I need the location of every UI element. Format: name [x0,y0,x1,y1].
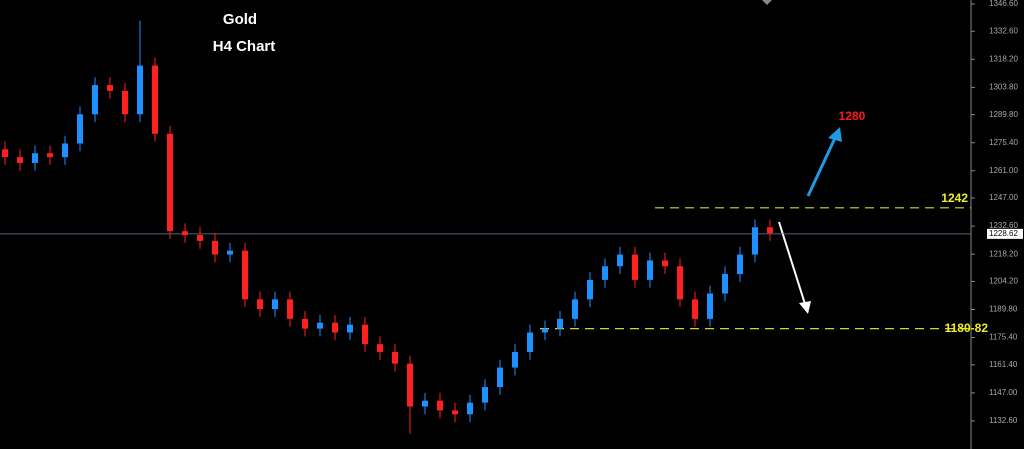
candle-body [77,114,83,144]
candle-body [527,332,533,352]
candle-body [242,250,248,300]
candle-body [452,410,458,415]
y-tick-label: 1218.20 [989,249,1018,258]
candle-body [572,299,578,319]
y-tick-label: 1204.20 [989,277,1018,286]
candle-body [167,133,173,232]
candle-body [107,85,113,91]
candle-body [467,402,473,415]
candle-body [437,400,443,411]
y-tick-label: 1275.40 [989,138,1018,147]
candle-body [602,266,608,280]
candle-body [287,299,293,319]
candle-body [497,367,503,388]
candle-body [212,240,218,255]
y-tick-label: 1232.60 [989,221,1018,230]
chart-title: Gold [223,11,257,28]
candle-body [677,266,683,300]
candle-body [692,299,698,319]
candle-body [557,318,563,329]
candle-body [662,260,668,267]
target-label: 1280 [839,109,866,123]
level-label: 1242 [941,191,968,205]
y-tick-label: 1332.60 [989,26,1018,35]
last-price-box [987,228,1023,239]
candle-body [2,149,8,158]
candle-body [62,143,68,158]
candle-body [47,153,53,158]
y-tick-label: 1247.00 [989,193,1018,202]
y-tick-label: 1303.80 [989,82,1018,91]
last-price-label: 1228.62 [989,229,1018,238]
candle-body [347,324,353,333]
candle-body [587,279,593,300]
candle-body [137,65,143,115]
candle-body [317,322,323,329]
candle-body [302,318,308,329]
level-label: 1180-82 [945,321,989,335]
y-tick-label: 1132.60 [989,416,1018,425]
up-arrow [806,127,842,197]
chart-subtitle: H4 Chart [213,38,276,55]
candle-body [752,227,758,255]
y-tick-label: 1175.40 [989,333,1018,342]
candle-body [722,274,728,294]
y-tick-label: 1161.40 [989,360,1018,369]
candle-body [377,344,383,352]
candle-body [332,322,338,333]
candle-body [17,157,23,163]
candle-body [392,351,398,364]
candle-body [512,351,518,368]
candle-body [227,250,233,255]
candle-body [617,254,623,267]
candle-body [422,400,428,407]
y-tick-label: 1261.00 [989,166,1018,175]
candle-body [737,254,743,275]
candle-body [482,387,488,403]
y-tick-label: 1289.80 [989,110,1018,119]
candle-body [92,85,98,115]
y-tick-label: 1318.20 [989,54,1018,63]
y-tick-label: 1346.60 [989,0,1018,8]
candle-body [632,254,638,280]
candle-body [647,260,653,280]
candle-body [152,65,158,134]
candle-body [542,328,548,333]
candle-body [122,90,128,115]
marker [762,0,772,5]
candle-body [197,235,203,241]
candle-body [407,363,413,407]
candle-body [182,231,188,236]
candle-body [767,227,773,234]
candle-body [257,299,263,310]
candle-body [272,299,278,310]
candle-body [32,153,38,163]
candle-body [362,324,368,345]
candle-body [707,293,713,319]
y-tick-label: 1147.00 [989,388,1018,397]
y-tick-label: 1189.80 [989,305,1018,314]
down-arrow [778,221,811,314]
